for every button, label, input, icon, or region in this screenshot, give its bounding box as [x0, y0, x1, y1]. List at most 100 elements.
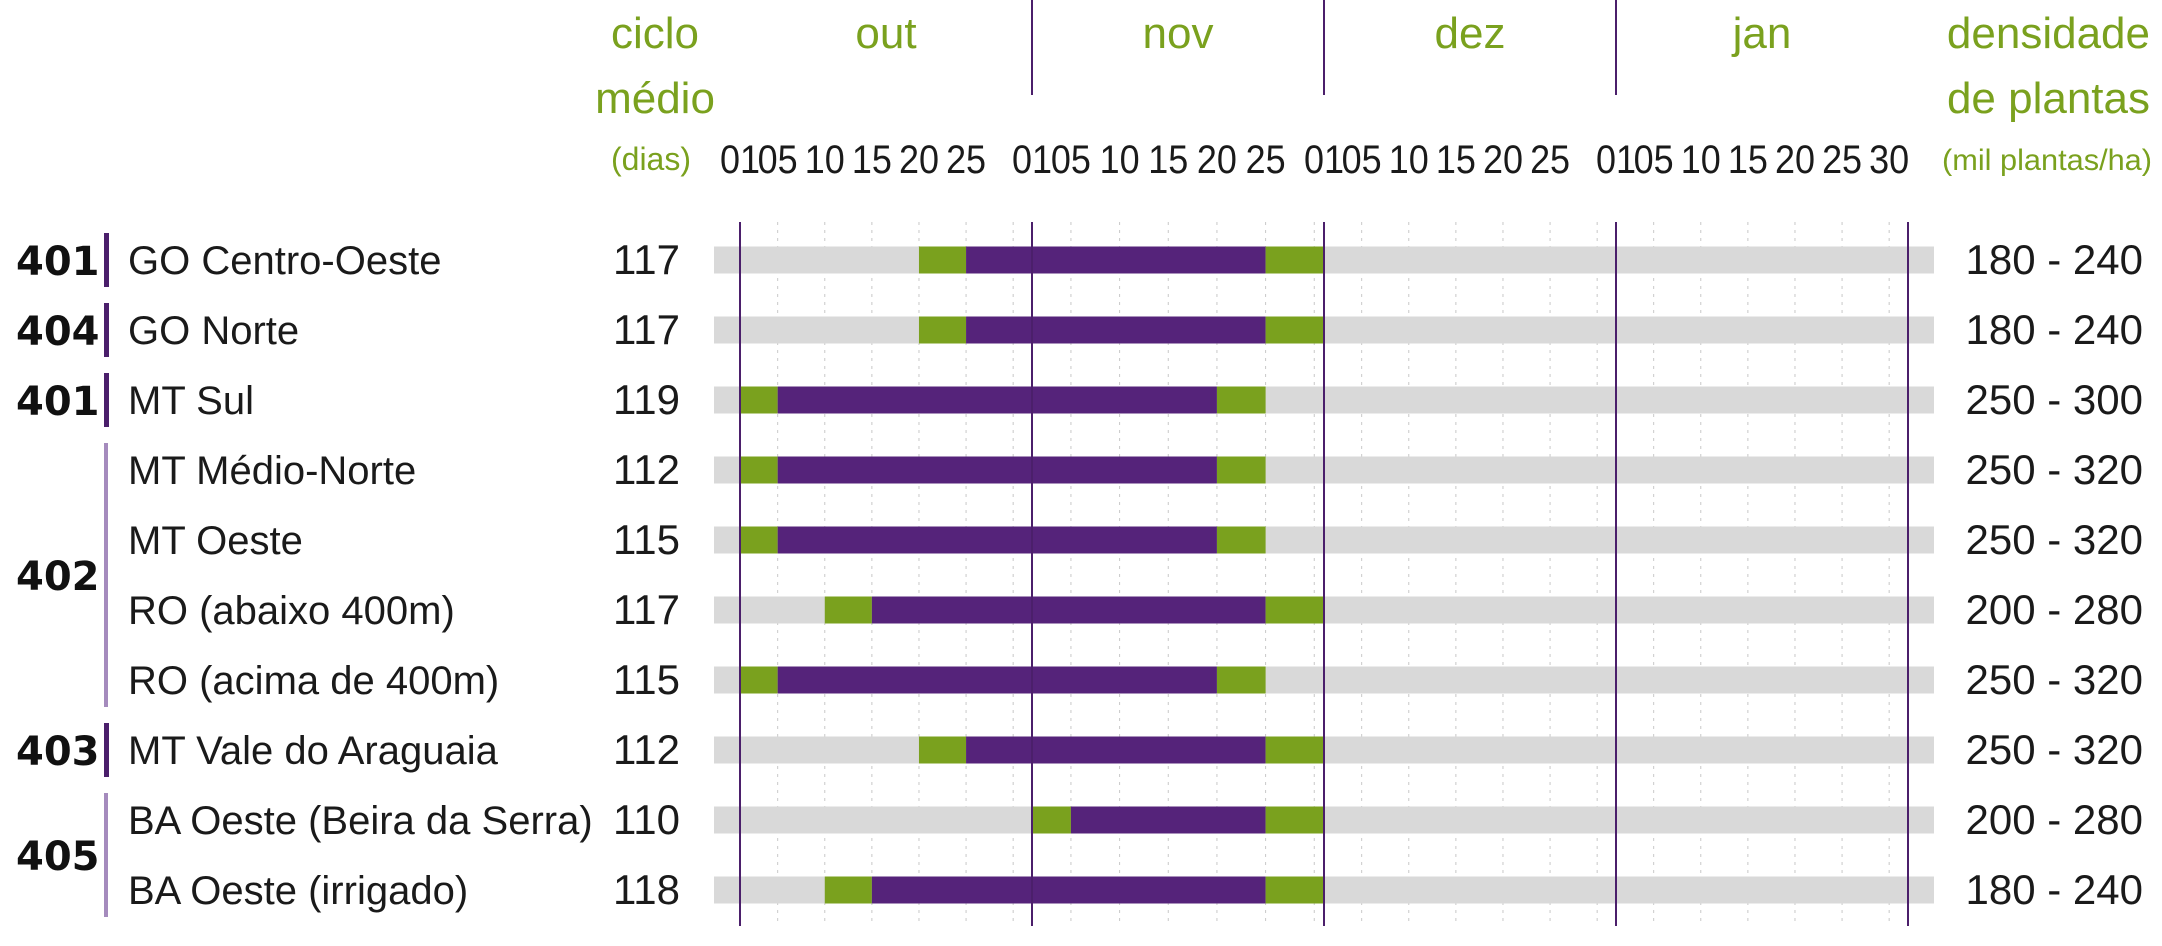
density-value: 180 - 240 [1966, 306, 2143, 353]
density-value: 250 - 320 [1966, 726, 2143, 773]
cycle-value: 118 [613, 866, 680, 913]
month-label: nov [1143, 9, 1214, 58]
cycle-value: 117 [613, 236, 680, 283]
tick-label: 05 [1051, 138, 1091, 182]
tick-label: 20 [1197, 138, 1237, 182]
month-label: dez [1435, 9, 1506, 58]
density-value: 250 - 300 [1966, 376, 2143, 423]
density-value: 200 - 280 [1966, 796, 2143, 843]
cycle-header-unit: (dias) [611, 141, 691, 177]
tick-label: 01 [1012, 138, 1052, 182]
green-bar-end [1265, 876, 1324, 904]
tick-label: 10 [1389, 138, 1429, 182]
tick-label: 25 [1530, 138, 1570, 182]
green-bar-start [918, 736, 967, 764]
cycle-value: 112 [613, 726, 680, 773]
row-label: GO Centro-Oeste [128, 239, 441, 283]
green-bar-start [824, 876, 872, 904]
row-label: MT Oeste [128, 519, 303, 563]
density-value: 200 - 280 [1966, 586, 2143, 633]
region-bar [104, 443, 108, 707]
purple-bar [1070, 806, 1266, 834]
density-header-line1: densidade [1947, 9, 2150, 58]
region-code: 402 [16, 554, 100, 600]
density-value: 250 - 320 [1966, 446, 2143, 493]
month-label: jan [1731, 9, 1792, 58]
tick-label: 15 [1148, 138, 1188, 182]
region-code: 404 [16, 309, 100, 355]
region-bar [104, 303, 109, 357]
purple-bar [871, 596, 1266, 624]
green-bar-end [1265, 736, 1324, 764]
green-bar-end [1216, 526, 1266, 554]
region-code: 403 [16, 729, 100, 775]
green-bar-start [1032, 806, 1071, 834]
cycle-value: 119 [613, 376, 680, 423]
cycle-header-line1: ciclo [611, 9, 699, 58]
cycle-value: 115 [613, 656, 680, 703]
tick-label: 20 [899, 138, 939, 182]
cycle-header-line2: médio [595, 74, 715, 123]
purple-bar [966, 246, 1266, 274]
row-label: RO (acima de 400m) [128, 659, 499, 703]
tick-label: 01 [1304, 138, 1344, 182]
tick-label: 10 [1100, 138, 1140, 182]
cycle-value: 112 [613, 446, 680, 493]
tick-label: 05 [1342, 138, 1382, 182]
tick-label: 01 [720, 138, 760, 182]
density-value: 250 - 320 [1966, 656, 2143, 703]
month-label: out [855, 9, 916, 58]
tick-label: 10 [1681, 138, 1721, 182]
tick-label: 25 [1246, 138, 1286, 182]
purple-bar [777, 456, 1217, 484]
tick-label: 20 [1775, 138, 1815, 182]
green-bar-start [740, 666, 778, 694]
tick-label: 15 [852, 138, 892, 182]
tick-label: 15 [1728, 138, 1768, 182]
density-header-line2: de plantas [1947, 74, 2150, 123]
row-label: RO (abaixo 400m) [128, 589, 455, 633]
purple-bar [777, 666, 1217, 694]
cycle-value: 117 [613, 586, 680, 633]
tick-label: 20 [1483, 138, 1523, 182]
tick-label: 25 [1822, 138, 1862, 182]
density-value: 180 - 240 [1966, 236, 2143, 283]
purple-bar [871, 876, 1266, 904]
green-bar-start [918, 246, 967, 274]
region-code: 401 [16, 239, 100, 285]
green-bar-start [740, 526, 778, 554]
green-bar-end [1265, 246, 1324, 274]
region-bar [104, 723, 109, 777]
region-code: 401 [16, 379, 100, 425]
tick-label: 10 [805, 138, 845, 182]
tick-label: 05 [1634, 138, 1674, 182]
cycle-value: 115 [613, 516, 680, 563]
row-label: BA Oeste (Beira da Serra) [128, 799, 593, 843]
green-bar-end [1265, 316, 1324, 344]
tick-label: 25 [946, 138, 986, 182]
green-bar-end [1265, 806, 1324, 834]
density-value: 180 - 240 [1966, 866, 2143, 913]
row-label: BA Oeste (irrigado) [128, 869, 468, 913]
green-bar-start [918, 316, 967, 344]
density-header-unit: (mil plantas/ha) [1942, 144, 2152, 177]
tick-label: 01 [1596, 138, 1636, 182]
row-label: MT Médio-Norte [128, 449, 416, 493]
green-bar-end [1216, 456, 1266, 484]
green-bar-end [1216, 386, 1266, 414]
region-code: 405 [16, 834, 100, 880]
region-bar [104, 793, 108, 917]
purple-bar [966, 736, 1266, 764]
tick-label: 15 [1436, 138, 1476, 182]
green-bar-start [740, 456, 778, 484]
region-bar [104, 373, 109, 427]
tick-label: 30 [1869, 138, 1909, 182]
purple-bar [777, 386, 1217, 414]
green-bar-start [740, 386, 778, 414]
green-bar-end [1265, 596, 1324, 624]
green-bar-end [1216, 666, 1266, 694]
region-bar [104, 233, 109, 287]
row-label: MT Vale do Araguaia [128, 729, 499, 773]
purple-bar [777, 526, 1217, 554]
